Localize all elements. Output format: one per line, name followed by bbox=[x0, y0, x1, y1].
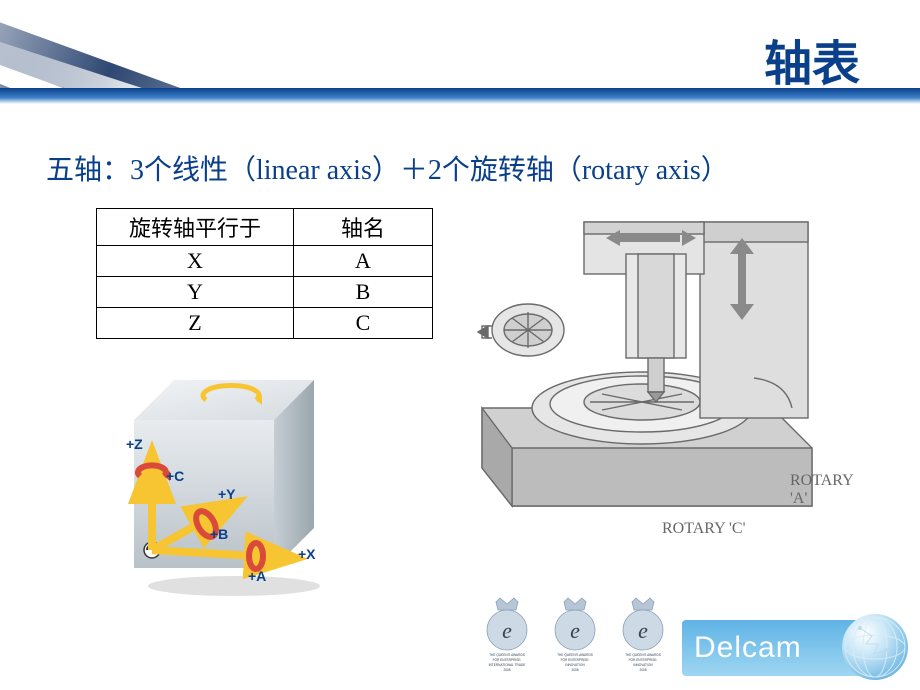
table-cell: A bbox=[294, 246, 433, 277]
axis-label-a: +A bbox=[248, 568, 266, 584]
svg-text:2008: 2008 bbox=[571, 668, 578, 672]
table-cell: Y bbox=[97, 277, 294, 308]
axis-label-z: +Z bbox=[126, 436, 143, 452]
queens-award-icon: e THE QUEEN'S AWARDS FOR ENTERPRISE: INN… bbox=[546, 596, 604, 676]
table-cell: Z bbox=[97, 308, 294, 339]
header: 轴表 bbox=[0, 0, 920, 104]
machine-label-rotary-c: ROTARY 'C' bbox=[662, 520, 745, 538]
table-cell: B bbox=[294, 277, 433, 308]
svg-text:FOR ENTERPRISE:: FOR ENTERPRISE: bbox=[493, 658, 522, 662]
axis-label-c: +C bbox=[166, 468, 184, 484]
queens-award-icon: e THE QUEEN'S AWARDS FOR ENTERPRISE: INT… bbox=[478, 596, 536, 676]
machine-diagram: ROTARY 'A' ROTARY 'C' bbox=[442, 198, 874, 548]
table-cell: X bbox=[97, 246, 294, 277]
svg-text:2008: 2008 bbox=[639, 668, 646, 672]
cube-axis-diagram: +Z +C +Y +B +X +A bbox=[106, 368, 336, 598]
table-row: X A bbox=[97, 246, 433, 277]
axis-table: 旋转轴平行于 轴名 X A Y B Z C bbox=[96, 208, 433, 339]
table-header-cell: 旋转轴平行于 bbox=[97, 209, 294, 246]
svg-text:THE QUEEN'S AWARDS: THE QUEEN'S AWARDS bbox=[625, 653, 661, 657]
globe-icon bbox=[842, 614, 908, 680]
axis-label-y: +Y bbox=[218, 486, 236, 502]
page-title: 轴表 bbox=[764, 24, 860, 94]
table-cell: C bbox=[294, 308, 433, 339]
table-header-cell: 轴名 bbox=[294, 209, 433, 246]
svg-text:FOR ENTERPRISE:: FOR ENTERPRISE: bbox=[629, 658, 658, 662]
svg-text:e: e bbox=[638, 618, 648, 643]
table-row: Y B bbox=[97, 277, 433, 308]
svg-text:e: e bbox=[570, 618, 580, 643]
svg-text:INNOVATION: INNOVATION bbox=[633, 663, 653, 667]
axis-label-b: +B bbox=[210, 526, 228, 542]
axis-label-x: +X bbox=[298, 546, 316, 562]
delcam-logo: Delcam bbox=[682, 620, 894, 676]
svg-text:FOR ENTERPRISE:: FOR ENTERPRISE: bbox=[561, 658, 590, 662]
slide: 轴表 五轴：3个线性（linear axis）＋2个旋转轴（rotary axi… bbox=[0, 0, 920, 690]
footer-logos: e THE QUEEN'S AWARDS FOR ENTERPRISE: INT… bbox=[478, 596, 894, 676]
table-row: Z C bbox=[97, 308, 433, 339]
svg-text:INNOVATION: INNOVATION bbox=[565, 663, 585, 667]
svg-text:2008: 2008 bbox=[503, 668, 510, 672]
subtitle: 五轴：3个线性（linear axis）＋2个旋转轴（rotary axis） bbox=[46, 148, 729, 188]
table-header-row: 旋转轴平行于 轴名 bbox=[97, 209, 433, 246]
svg-text:THE QUEEN'S AWARDS: THE QUEEN'S AWARDS bbox=[489, 653, 525, 657]
header-decoration bbox=[0, 0, 300, 90]
delcam-logo-text: Delcam bbox=[694, 631, 802, 665]
svg-text:THE QUEEN'S AWARDS: THE QUEEN'S AWARDS bbox=[557, 653, 593, 657]
machine-label-rotary-a: ROTARY 'A' bbox=[790, 472, 874, 508]
svg-text:e: e bbox=[502, 618, 512, 643]
queens-award-icon: e THE QUEEN'S AWARDS FOR ENTERPRISE: INN… bbox=[614, 596, 672, 676]
svg-text:INTERNATIONAL TRADE: INTERNATIONAL TRADE bbox=[489, 663, 526, 667]
